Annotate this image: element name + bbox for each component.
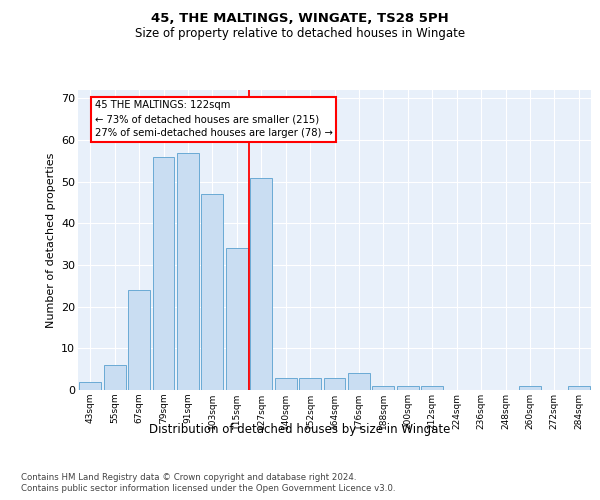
Text: Contains public sector information licensed under the Open Government Licence v3: Contains public sector information licen… — [21, 484, 395, 493]
Y-axis label: Number of detached properties: Number of detached properties — [46, 152, 56, 328]
Bar — [104, 365, 125, 390]
Text: 45 THE MALTINGS: 122sqm
← 73% of detached houses are smaller (215)
27% of semi-d: 45 THE MALTINGS: 122sqm ← 73% of detache… — [95, 100, 332, 138]
Bar — [421, 386, 443, 390]
Bar — [79, 382, 101, 390]
Bar — [177, 152, 199, 390]
Text: Size of property relative to detached houses in Wingate: Size of property relative to detached ho… — [135, 28, 465, 40]
Bar — [373, 386, 394, 390]
Bar — [275, 378, 296, 390]
Bar — [128, 290, 150, 390]
Bar — [152, 156, 175, 390]
Bar — [519, 386, 541, 390]
Text: Distribution of detached houses by size in Wingate: Distribution of detached houses by size … — [149, 422, 451, 436]
Bar — [568, 386, 590, 390]
Bar — [348, 374, 370, 390]
Bar — [226, 248, 248, 390]
Bar — [202, 194, 223, 390]
Bar — [250, 178, 272, 390]
Bar — [397, 386, 419, 390]
Bar — [323, 378, 346, 390]
Text: 45, THE MALTINGS, WINGATE, TS28 5PH: 45, THE MALTINGS, WINGATE, TS28 5PH — [151, 12, 449, 26]
Text: Contains HM Land Registry data © Crown copyright and database right 2024.: Contains HM Land Registry data © Crown c… — [21, 472, 356, 482]
Bar — [299, 378, 321, 390]
